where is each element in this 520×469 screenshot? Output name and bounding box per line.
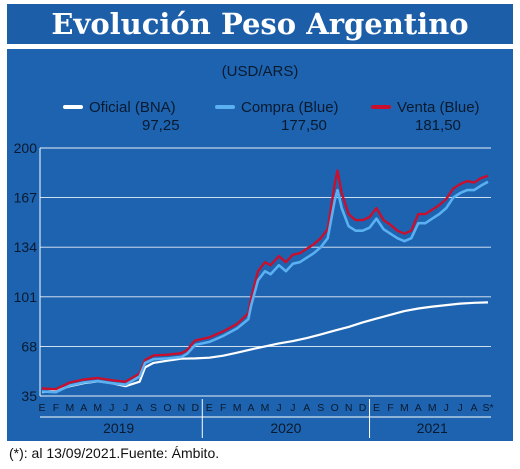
legend-label: Oficial (BNA) <box>89 99 176 116</box>
x-tick-label: F <box>53 402 59 414</box>
x-tick-label: J <box>276 402 281 414</box>
x-tick-label: O <box>331 402 339 414</box>
y-tick-label: 134 <box>14 239 38 255</box>
legend-value: 181,50 <box>415 117 461 134</box>
x-tick-label: J <box>109 402 114 414</box>
year-label: 2021 <box>417 420 448 436</box>
x-tick-label: D <box>359 402 367 414</box>
chart-panel: (USD/ARS) Oficial (BNA) 97,25 Compra (Blue… <box>7 49 513 441</box>
x-tick-label: A <box>248 402 255 414</box>
chart-svg: (USD/ARS) Oficial (BNA)97,25 Compra (Blue… <box>14 63 494 438</box>
y-tick-label: 200 <box>14 140 38 156</box>
x-tick-label: D <box>192 402 200 414</box>
x-tick-label: O <box>163 402 171 414</box>
year-axis: 2019 2020 2021 <box>40 399 491 438</box>
plot-area <box>41 169 489 394</box>
x-tick-label: M <box>400 402 409 414</box>
legend-label: Compra (Blue) <box>241 99 339 116</box>
y-axis: 35 68 101 134 167 200 <box>14 140 38 404</box>
series-line-venta-blue <box>41 169 489 391</box>
x-tick-label: S <box>317 402 324 414</box>
x-tick-label: A <box>415 402 422 414</box>
x-tick-label: E <box>373 402 380 414</box>
x-tick-label: M <box>93 402 102 414</box>
x-tick-label: F <box>387 402 393 414</box>
x-tick-label: J <box>290 402 295 414</box>
x-tick-label: J <box>123 402 128 414</box>
x-tick-label: J <box>444 402 449 414</box>
x-tick-label: A <box>80 402 87 414</box>
series-line-compra-blue <box>41 180 489 394</box>
x-tick-label: N <box>345 402 353 414</box>
legend-value: 97,25 <box>142 117 180 134</box>
x-tick-label: S <box>150 402 157 414</box>
x-tick-label: S* <box>482 402 493 414</box>
y-tick-label: 167 <box>14 190 38 206</box>
chart-title: Evolución Peso Argentino <box>7 4 513 44</box>
y-tick-label: 101 <box>14 289 38 305</box>
x-tick-label: M <box>66 402 75 414</box>
x-tick-label: F <box>220 402 226 414</box>
chart-legend: Oficial (BNA)97,25 Compra (Blue)177,50 Ven… <box>63 99 480 134</box>
footnote: (*): al 13/09/2021.Fuente: Ámbito. <box>9 445 220 461</box>
y-tick-label: 35 <box>21 388 37 404</box>
x-tick-label: M <box>428 402 437 414</box>
year-label: 2020 <box>270 420 301 436</box>
y-tick-label: 68 <box>21 338 37 354</box>
x-axis: E F M A M J J A S O N D E F M A M J J A S O N D E F M A M J J A S* <box>38 402 493 414</box>
legend-label: Venta (Blue) <box>397 99 480 116</box>
x-tick-label: E <box>38 402 45 414</box>
x-tick-label: E <box>206 402 213 414</box>
x-tick-label: A <box>471 402 478 414</box>
x-tick-label: N <box>178 402 186 414</box>
x-tick-label: J <box>458 402 463 414</box>
x-tick-label: A <box>303 402 310 414</box>
legend-value: 177,50 <box>281 117 327 134</box>
chart-subtitle: (USD/ARS) <box>222 63 299 80</box>
x-tick-label: M <box>233 402 242 414</box>
x-tick-label: M <box>261 402 270 414</box>
year-label: 2019 <box>103 420 134 436</box>
x-tick-label: A <box>136 402 143 414</box>
